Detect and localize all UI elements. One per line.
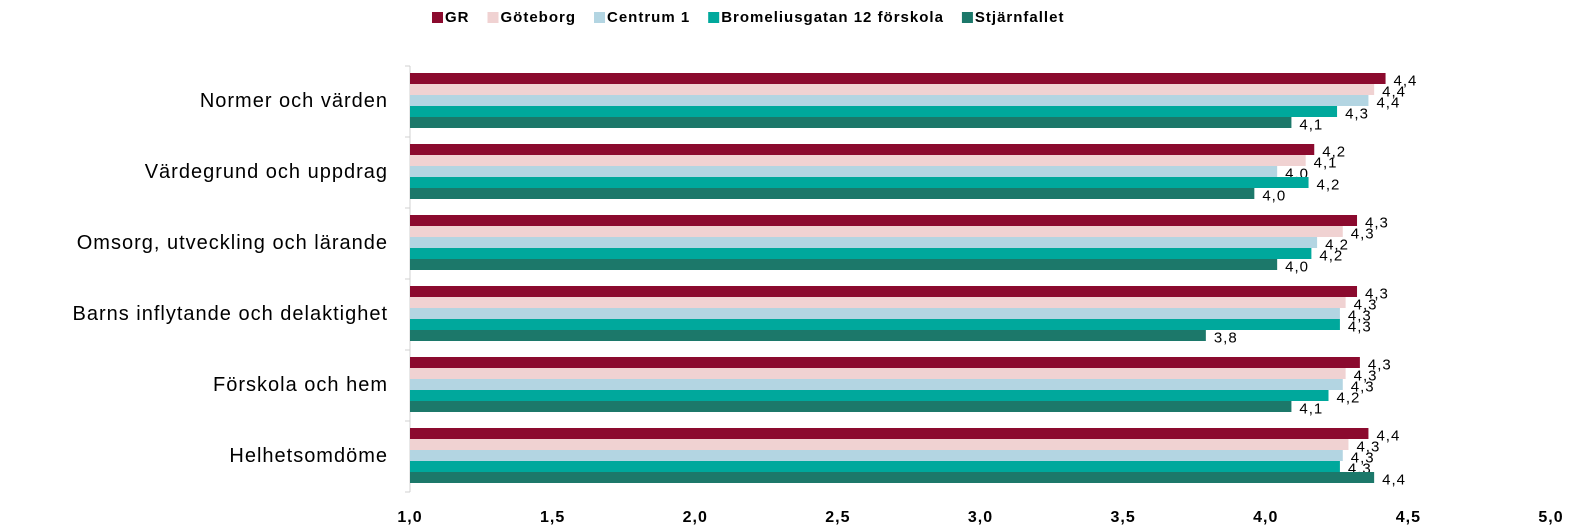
legend-swatch [961, 12, 973, 23]
bar [410, 330, 1206, 341]
x-tick-label: 2,5 [825, 509, 850, 526]
value-label: 4,3 [1356, 438, 1380, 455]
value-label: 4,0 [1285, 258, 1309, 275]
x-tick-label: 4,5 [1396, 509, 1421, 526]
value-label: 4,2 [1337, 389, 1361, 406]
value-label: 4,3 [1348, 307, 1372, 324]
bar [410, 144, 1315, 155]
value-label: 4,2 [1325, 236, 1349, 253]
value-label: 4,3 [1345, 105, 1369, 122]
value-label: 4,3 [1368, 356, 1392, 373]
category-label: Förskola och hem [213, 374, 388, 396]
legend-swatch [708, 12, 720, 23]
bar [410, 439, 1349, 450]
legend-swatch [594, 12, 605, 23]
value-label: 4,3 [1354, 296, 1378, 313]
value-label: 4,3 [1351, 225, 1375, 242]
bar [410, 177, 1309, 188]
value-label: 4,0 [1262, 187, 1286, 204]
x-tick-label: 2,0 [683, 509, 708, 526]
legend-label: GR [445, 9, 470, 26]
value-label: 4,2 [1317, 176, 1341, 193]
bar [410, 428, 1369, 439]
bar [410, 259, 1278, 270]
bar [410, 248, 1312, 259]
bar [410, 237, 1318, 248]
value-label: 4,4 [1382, 83, 1406, 100]
bar [410, 297, 1346, 308]
value-label: 4,4 [1394, 72, 1418, 89]
bar [410, 461, 1340, 472]
x-tick-label: 3,5 [1111, 509, 1136, 526]
value-label: 4,3 [1365, 285, 1389, 302]
x-tick-label: 1,5 [540, 509, 565, 526]
category-label: Omsorg, utveckling och lärande [77, 232, 388, 254]
bar [410, 319, 1340, 330]
legend-swatch [432, 12, 443, 23]
bar [410, 73, 1386, 84]
bar [410, 188, 1255, 199]
category-label: Normer och värden [200, 90, 388, 112]
value-label: 4,4 [1376, 94, 1400, 111]
bar [410, 450, 1343, 461]
value-label: 4,1 [1314, 154, 1338, 171]
legend-label: Centrum 1 [607, 9, 690, 26]
value-label: 4,1 [1299, 400, 1323, 417]
value-label: 3,8 [1214, 329, 1238, 346]
value-label: 4,4 [1376, 427, 1400, 444]
legend-swatch [487, 12, 499, 23]
x-tick-label: 5,0 [1538, 509, 1563, 526]
bar [410, 472, 1375, 483]
legend-label: Bromeliusgatan 12 förskola [721, 9, 944, 26]
bar [410, 401, 1292, 412]
bar [410, 95, 1369, 106]
bar [410, 226, 1343, 237]
value-label: 4,4 [1382, 471, 1406, 488]
bar [410, 368, 1346, 379]
bar [410, 215, 1358, 226]
value-label: 4,3 [1348, 318, 1372, 335]
bar [410, 155, 1306, 166]
x-tick-label: 3,0 [968, 509, 993, 526]
category-label: Barns inflytande och delaktighet [72, 303, 388, 325]
legend-label: Stjärnfallet [975, 9, 1065, 26]
bar [410, 106, 1338, 117]
value-label: 4,3 [1354, 367, 1378, 384]
x-tick-label: 1,0 [397, 509, 422, 526]
bar [410, 390, 1329, 401]
x-tick-label: 4,0 [1253, 509, 1278, 526]
bar [410, 84, 1375, 95]
bar [410, 308, 1340, 319]
bar [410, 357, 1360, 368]
value-label: 4,3 [1351, 449, 1375, 466]
value-label: 4,3 [1351, 378, 1375, 395]
value-label: 4,3 [1365, 214, 1389, 231]
bar [410, 286, 1358, 297]
category-label: Värdegrund och uppdrag [145, 161, 388, 183]
value-label: 4,2 [1319, 247, 1343, 264]
value-label: 4,1 [1299, 116, 1323, 133]
value-label: 4,2 [1322, 143, 1346, 160]
bar [410, 166, 1278, 177]
bar [410, 117, 1292, 128]
category-label: Helhetsomdöme [229, 445, 388, 467]
bar [410, 379, 1343, 390]
legend-label: Göteborg [501, 9, 577, 26]
